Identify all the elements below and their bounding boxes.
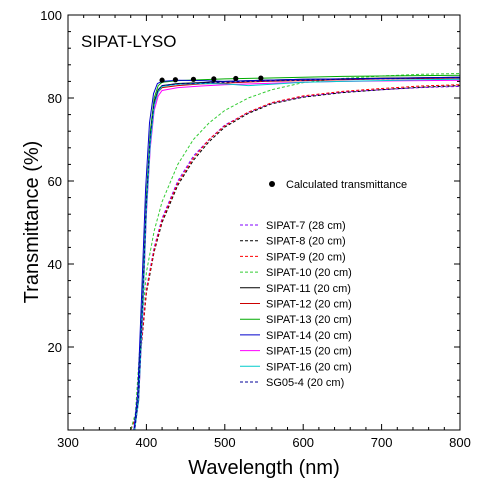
legend-label-calculated: Calculated transmittance [286,179,407,191]
plot-frame [67,14,461,431]
calculated-point-2 [172,77,179,83]
chart-title: SIPAT-LYSO [81,32,176,51]
x-tick-label: 800 [449,435,471,450]
x-axis-label: Wavelength (nm) [188,457,340,479]
legend-label-sg05-4-20-cm: SG05-4 (20 cm) [266,377,344,389]
legend-label-sipat-13-20-cm: SIPAT-13 (20 cm) [266,314,352,326]
plot-lines [91,73,461,431]
calculated-point-5 [233,75,239,82]
y-tick-label: 60 [48,174,62,189]
series-line-sg05-4-20-cm [91,77,461,431]
y-axis-label: Transmittance (%) [21,141,43,304]
calculated-point-3 [190,76,197,82]
legend-label-sipat-10-20-cm: SIPAT-10 (20 cm) [266,267,352,279]
y-tick-label: 100 [40,8,62,23]
x-axis-ticks: 300 400 500 600 700 800 [57,15,471,450]
x-tick-label: 600 [292,435,314,450]
series-line-sipat-7-28-cm [91,85,461,431]
y-axis-ticks: 20 40 60 80 100 [40,8,460,414]
legend-label-sipat-15-20-cm: SIPAT-15 (20 cm) [266,346,352,358]
legend-label-sipat-9-20-cm: SIPAT-9 (20 cm) [266,251,346,263]
calculated-point-6 [258,75,264,81]
legend-label-sipat-12-20-cm: SIPAT-12 (20 cm) [266,299,352,311]
calculated-point-1 [159,77,165,83]
y-tick-label: 80 [48,91,62,106]
y-tick-label: 40 [48,257,62,272]
x-tick-label: 700 [371,435,393,450]
calculated-point-4 [211,76,217,82]
legend-label-sipat-16-20-cm: SIPAT-16 (20 cm) [266,361,352,373]
plot-points [159,75,264,83]
x-tick-label: 400 [136,435,158,450]
legend-label-sipat-14-20-cm: SIPAT-14 (20 cm) [266,330,352,342]
legend-label-sipat-8-20-cm: SIPAT-8 (20 cm) [266,236,346,248]
legend-marker-calculated [269,181,275,187]
legend: Calculated transmittance SIPAT-7 (28 cm) S… [240,179,407,389]
legend-label-sipat-11-20-cm: SIPAT-11 (20 cm) [266,283,351,295]
x-tick-label: 300 [57,435,79,450]
x-tick-label: 500 [214,435,236,450]
y-tick-label: 20 [48,340,62,355]
legend-label-sipat-7-28-cm: SIPAT-7 (28 cm) [266,220,346,232]
